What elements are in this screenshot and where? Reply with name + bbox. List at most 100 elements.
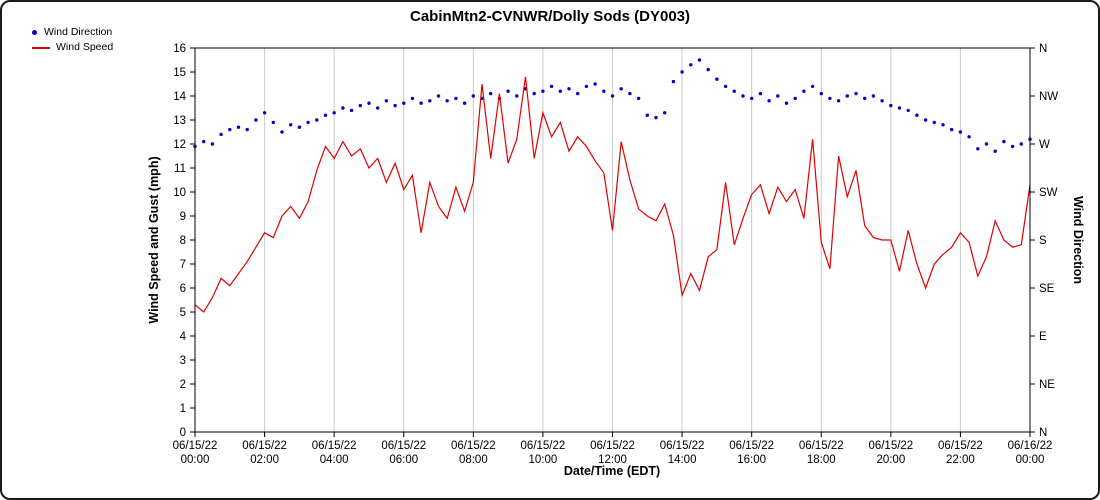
x-tick-label: 00:00	[181, 454, 210, 466]
wind-direction-dot	[923, 118, 928, 122]
wind-direction-dot	[680, 70, 684, 74]
x-tick-label: 04:00	[320, 454, 349, 466]
legend-label-wind-speed: Wind Speed	[56, 41, 114, 53]
y-right-tick-label: S	[1039, 235, 1047, 247]
y-right-tick-label: SE	[1039, 283, 1055, 295]
wind-direction-dot	[793, 96, 797, 101]
wind-direction-dot	[854, 91, 858, 96]
wind-direction-dot	[462, 101, 467, 105]
wind-direction-dot	[471, 94, 475, 98]
y-left-tick-label: 2	[180, 379, 186, 391]
wind-direction-dot	[489, 91, 493, 96]
x-tick-label: 02:00	[250, 454, 279, 466]
y-left-tick-label: 4	[180, 331, 187, 343]
x-tick-label: 10:00	[529, 454, 558, 466]
y-left-tick-label: 11	[174, 163, 186, 175]
wind-direction-dot	[558, 89, 562, 93]
wind-direction-dot	[428, 99, 432, 103]
wind-direction-dot	[349, 108, 354, 113]
wind-direction-dot	[871, 94, 876, 98]
legend-item-wind-direction: Wind Direction	[32, 26, 113, 39]
wind-direction-dot	[967, 135, 971, 139]
x-tick-label: 06:00	[389, 454, 418, 466]
y-left-tick-label: 6	[180, 283, 186, 295]
wind-direction-dot	[802, 89, 806, 93]
wind-direction-dot	[810, 84, 815, 89]
wind-direction-dot	[636, 96, 641, 101]
wind-direction-dot	[628, 91, 632, 96]
wind-direction-dot	[341, 106, 345, 110]
x-tick-label: 12:00	[598, 454, 627, 466]
wind-direction-dot	[306, 120, 310, 125]
y-left-tick-label: 15	[173, 67, 186, 79]
wind-direction-dot	[445, 99, 449, 103]
x-tick-label: 00:00	[1016, 454, 1045, 466]
y-left-tick-label: 3	[180, 355, 186, 367]
y-left-tick-label: 13	[173, 115, 186, 127]
wind-direction-dot	[715, 77, 719, 81]
y-left-tick-label: 8	[180, 235, 186, 247]
wind-direction-dot	[202, 139, 206, 144]
y-right-tick-label: E	[1039, 331, 1047, 343]
x-tick-label: 06/15/22	[521, 440, 566, 452]
wind-direction-dot	[689, 63, 693, 67]
wind-direction-dot	[723, 84, 728, 89]
x-tick-label: 06/15/22	[451, 440, 496, 452]
wind-direction-dot	[654, 115, 658, 120]
wind-direction-dot	[584, 84, 589, 89]
wind-direction-dot	[289, 123, 293, 127]
wind-direction-dot	[941, 123, 945, 127]
wind-direction-dot	[845, 94, 849, 98]
wind-direction-dot	[219, 132, 223, 137]
wind-direction-dot	[367, 101, 371, 105]
y-left-tick-label: 10	[173, 187, 186, 199]
y-left-tick-label: 1	[180, 403, 186, 415]
wind-direction-dot	[323, 113, 328, 117]
y-left-tick-label: 0	[180, 427, 186, 439]
x-tick-label: 14:00	[668, 454, 697, 466]
x-tick-label: 06/15/22	[660, 440, 705, 452]
wind-direction-dot	[610, 94, 615, 98]
wind-direction-dot	[984, 142, 989, 146]
wind-direction-dot	[384, 99, 389, 103]
wind-direction-dot	[210, 142, 215, 146]
y-left-tick-label: 7	[180, 259, 186, 271]
wind-direction-dot	[419, 101, 423, 105]
wind-direction-dot	[906, 108, 910, 113]
y-left-tick-label: 12	[173, 139, 186, 151]
y-left-tick-label: 5	[180, 307, 186, 319]
wind-direction-dot	[645, 113, 649, 117]
wind-direction-dot	[750, 96, 754, 101]
wind-direction-dot	[767, 99, 771, 103]
wind-direction-dot	[958, 130, 963, 134]
legend-label-wind-direction: Wind Direction	[44, 26, 113, 38]
wind-direction-dot	[593, 82, 597, 86]
wind-direction-dot	[758, 91, 763, 96]
legend-item-wind-speed: Wind Speed	[32, 41, 113, 54]
wind-direction-dot	[950, 127, 954, 132]
wind-direction-dot	[532, 91, 536, 96]
x-tick-label: 18:00	[807, 454, 836, 466]
wind-direction-dot	[506, 89, 510, 93]
wind-direction-dot	[271, 120, 275, 125]
wind-direction-dot	[567, 87, 571, 91]
y-right-tick-label: W	[1039, 139, 1050, 151]
wind-direction-dot	[836, 99, 841, 103]
wind-direction-dot	[784, 101, 789, 105]
wind-direction-dot	[619, 87, 623, 91]
wind-direction-dot	[245, 127, 249, 132]
x-tick-label: 06/15/22	[938, 440, 983, 452]
wind-direction-dot	[297, 125, 302, 129]
y-right-tick-label: N	[1039, 427, 1047, 439]
x-tick-label: 06/15/22	[312, 440, 357, 452]
y-right-tick-label: NE	[1039, 379, 1055, 391]
x-tick-label: 22:00	[946, 454, 975, 466]
wind-direction-dot	[541, 89, 545, 93]
y-right-tick-label: N	[1039, 43, 1047, 55]
wind-direction-dot	[236, 125, 241, 129]
x-tick-label: 06/16/22	[1008, 440, 1053, 452]
x-tick-label: 20:00	[876, 454, 905, 466]
wind-direction-dot	[393, 103, 397, 108]
y-left-tick-label: 16	[173, 43, 186, 55]
wind-direction-dot	[410, 96, 415, 101]
